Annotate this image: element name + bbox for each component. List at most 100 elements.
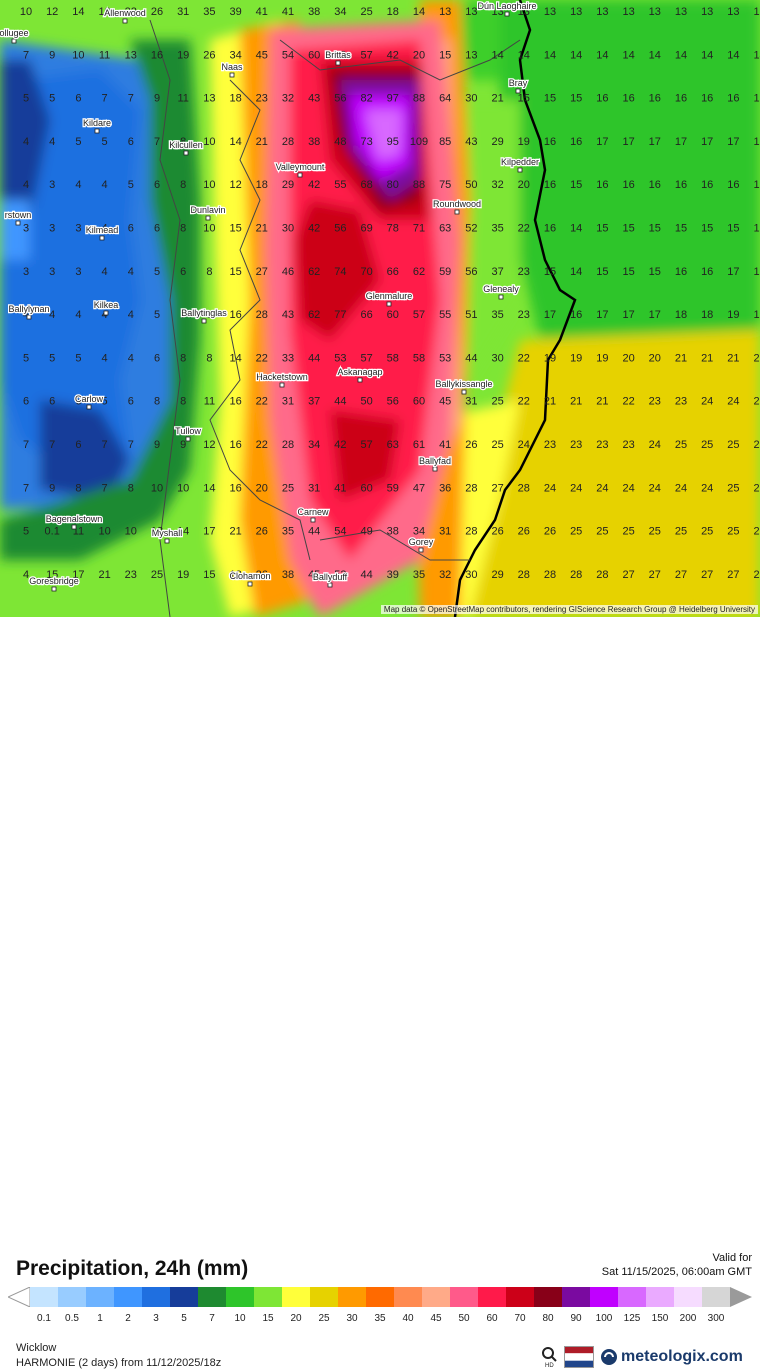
place-ballyfad[interactable]: Ballyfad — [418, 455, 452, 472]
grid-value: 39 — [229, 6, 241, 18]
grid-value: 31 — [465, 396, 477, 408]
grid-value: 14 — [491, 49, 503, 61]
place-naas[interactable]: Naas — [220, 61, 244, 78]
grid-value: 21 — [570, 396, 582, 408]
grid-value: 16 — [544, 136, 556, 148]
place-goresbridge[interactable]: Goresbridge — [28, 575, 80, 592]
grid-value: 16 — [727, 93, 739, 105]
grid-value: 44 — [465, 352, 477, 364]
grid-value: 15 — [596, 266, 608, 278]
place-kilcullen[interactable]: Kilcullen — [168, 139, 204, 156]
place-myshall[interactable]: Myshall — [150, 527, 184, 544]
place-d-n-laoghaire[interactable]: Dún Laoghaire — [476, 0, 538, 17]
precipitation-map[interactable]: 10 12 14 19 22 26 31 35 39 41 41 38 34 25 18 14 13 13 13 13… — [0, 0, 760, 617]
place-name: Ballykissangle — [435, 379, 492, 389]
grid-value: 25 — [701, 439, 713, 451]
grid-value: 25 — [151, 569, 163, 581]
place-name: Bray — [509, 78, 528, 88]
place-kildare[interactable]: Kildare — [82, 117, 112, 134]
place-roundwood[interactable]: Roundwood — [432, 198, 482, 215]
place-askanagap[interactable]: Askanagap — [336, 366, 384, 383]
legend-label: 40 — [402, 1313, 414, 1324]
grid-value: 3 — [75, 223, 81, 235]
grid-value: 31 — [308, 482, 320, 494]
grid-value: 15 — [203, 569, 215, 581]
grid-value: 55 — [439, 309, 451, 321]
grid-value: 4 — [102, 223, 108, 235]
grid-value: 14 — [413, 6, 425, 18]
grid-value: 7 — [23, 439, 29, 451]
place-kilkea[interactable]: Kilkea — [92, 299, 120, 316]
grid-value: 23 — [596, 439, 608, 451]
grid-value: 38 — [308, 6, 320, 18]
grid-value: 25 — [753, 482, 760, 494]
county-border — [279, 39, 521, 81]
grid-value: 37 — [491, 266, 503, 278]
grid-value: 23 — [675, 396, 687, 408]
place-kilmead[interactable]: Kilmead — [84, 224, 120, 241]
grid-value: 27 — [649, 569, 661, 581]
place-dunlavin[interactable]: Dunlavin — [189, 204, 227, 221]
place-ballylynan[interactable]: Ballylynan — [7, 303, 51, 320]
place-carlow[interactable]: Carlow — [74, 393, 105, 410]
place-ollugee[interactable]: ollugee — [0, 27, 30, 44]
legend-label: 7 — [209, 1313, 215, 1324]
legend-swatch — [282, 1287, 311, 1307]
grid-value: 13 — [675, 6, 687, 18]
place-glenmalure[interactable]: Glenmalure — [364, 290, 414, 307]
grid-value: 34 — [413, 526, 425, 538]
grid-value: 17 — [753, 136, 760, 148]
legend-label: 3 — [153, 1313, 159, 1324]
grid-value: 15 — [753, 223, 760, 235]
grid-value: 48 — [334, 136, 346, 148]
place-brittas[interactable]: Brittas — [324, 49, 352, 66]
grid-value: 18 — [229, 93, 241, 105]
grid-value: 4 — [102, 352, 108, 364]
place-marker — [94, 128, 100, 134]
place-name: Ballyduff — [313, 572, 348, 582]
grid-value: 35 — [491, 309, 503, 321]
place-kilpedder[interactable]: Kilpedder — [500, 156, 540, 173]
place-ballyduff[interactable]: Ballyduff — [312, 571, 349, 588]
grid-value: 0.1 — [45, 526, 60, 538]
search-hd-icon[interactable]: HD — [540, 1346, 558, 1368]
netherlands-flag-icon[interactable] — [564, 1346, 594, 1368]
place-allenwood[interactable]: Allenwood — [103, 7, 147, 24]
place-ballykissangle[interactable]: Ballykissangle — [434, 378, 494, 395]
place-carnew[interactable]: Carnew — [296, 506, 330, 523]
brand[interactable]: meteologix.com — [600, 1348, 743, 1366]
place-ballytinglas[interactable]: Ballytinglas — [180, 307, 229, 324]
place-name: Askanagap — [337, 367, 382, 377]
place-rstown[interactable]: rstown — [3, 209, 33, 226]
legend-label: 20 — [290, 1313, 302, 1324]
grid-value: 18 — [701, 309, 713, 321]
grid-value: 27 — [256, 266, 268, 278]
place-hacketstown[interactable]: Hacketstown — [255, 371, 309, 388]
grid-value: 15 — [622, 223, 634, 235]
place-tullow[interactable]: Tullow — [174, 425, 203, 442]
grid-value: 26 — [256, 569, 268, 581]
place-clohamon[interactable]: Clohamon — [228, 570, 272, 587]
grid-value: 50 — [465, 179, 477, 191]
grid-value: 28 — [596, 569, 608, 581]
grid-value: 41 — [256, 6, 268, 18]
place-gorey[interactable]: Gorey — [407, 536, 435, 553]
place-glenealy[interactable]: Glenealy — [482, 283, 521, 300]
legend-swatch — [142, 1287, 171, 1307]
place-bray[interactable]: Bray — [507, 77, 529, 94]
grid-value: 9 — [49, 482, 55, 494]
grid-value: 5 — [102, 136, 108, 148]
place-marker — [205, 215, 211, 221]
place-valleymount[interactable]: Valleymount — [274, 161, 326, 178]
place-marker — [504, 11, 510, 17]
grid-value: 24 — [649, 439, 661, 451]
grid-value: 23 — [544, 439, 556, 451]
grid-value: 28 — [282, 136, 294, 148]
grid-value: 15 — [596, 223, 608, 235]
place-marker — [164, 538, 170, 544]
grid-value: 27 — [675, 569, 687, 581]
grid-value: 15 — [649, 266, 661, 278]
grid-value: 53 — [334, 352, 346, 364]
place-bagenalstown[interactable]: Bagenalstown — [44, 513, 104, 530]
grid-value: 9 — [49, 49, 55, 61]
